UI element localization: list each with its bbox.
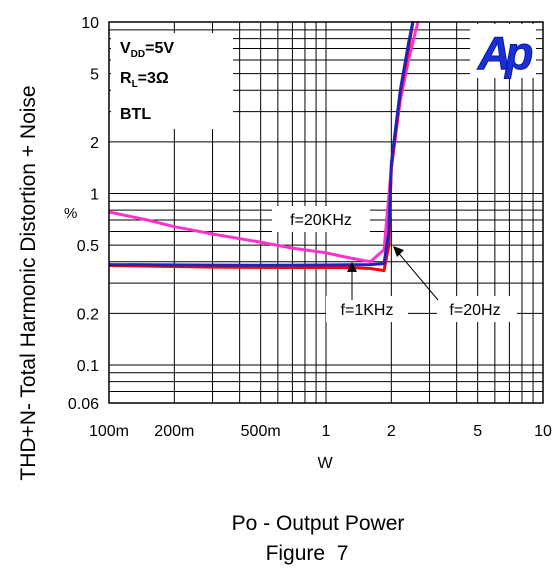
plot-frame — [108, 21, 544, 404]
annotation-f1khz: f=1KHz — [326, 262, 408, 322]
svg-text:f=1KHz: f=1KHz — [341, 302, 394, 319]
svg-text:f=20Hz: f=20Hz — [449, 302, 500, 319]
y-tick-label: 0.2 — [77, 306, 99, 323]
y-tick-label: 5 — [90, 67, 99, 84]
y-tick-label: 0.5 — [77, 238, 99, 255]
y-tick-label: 0.06 — [68, 396, 99, 413]
x-tick-label: 2 — [387, 423, 396, 440]
x-tick-label: 10 — [534, 423, 552, 440]
x-tick-label: 500m — [241, 423, 281, 440]
x-tick-label: 1 — [322, 423, 331, 440]
x-tick-label: 100m — [89, 423, 129, 440]
annotation-f20khz: f=20KHz — [272, 206, 370, 232]
svg-text:f=20KHz: f=20KHz — [290, 212, 352, 229]
x-tick-label: 200m — [154, 423, 194, 440]
series-line-2 — [109, 21, 415, 267]
y-tick-label: 2 — [90, 135, 99, 152]
y-tick-label: 0.1 — [77, 358, 99, 375]
btl-label: BTL — [120, 106, 151, 123]
rl-label: RL=3Ω — [120, 70, 169, 90]
y-axis-unit: % — [64, 205, 77, 222]
condition-box: VDD=5V RL=3Ω BTL — [111, 33, 233, 129]
y-axis-label: THD+N- Total Harmonic Distortion + Noise — [17, 85, 40, 480]
y-tick-label: 10 — [81, 15, 99, 32]
y-tick-label: 1 — [90, 186, 99, 203]
x-axis-unit: W — [317, 455, 333, 472]
x-tick-label: 5 — [473, 423, 482, 440]
x-axis-title: Po - Output Power — [232, 512, 405, 535]
svg-text:Ap: Ap — [477, 27, 532, 79]
vdd-label: VDD=5V — [120, 40, 174, 60]
series-line-0 — [109, 21, 420, 264]
ap-logo: Ap — [470, 24, 539, 80]
figure-caption: Figure 7 — [266, 542, 349, 565]
tick-labels: 100m 200m 500m 1 2 5 10 10 5 2 1 0.5 0.2 0.1 0.06 — [68, 15, 552, 440]
annotation-f20hz: f=20Hz — [393, 246, 517, 322]
plot-series — [109, 21, 420, 273]
